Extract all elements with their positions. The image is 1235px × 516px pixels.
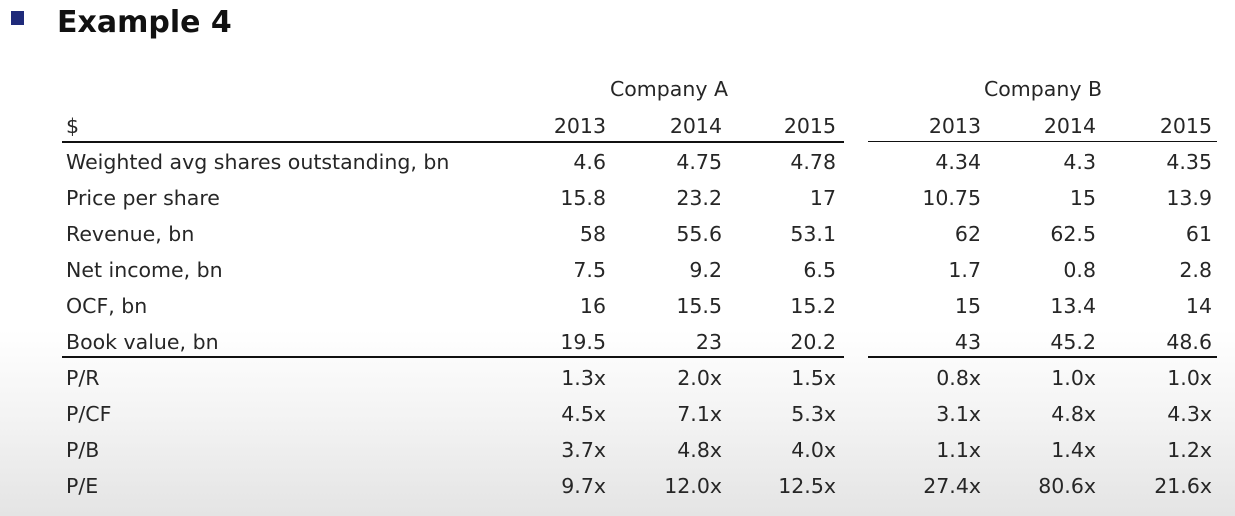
row-label: OCF, bn bbox=[66, 294, 148, 318]
currency-label: $ bbox=[66, 114, 80, 138]
table-cell: 48.6 bbox=[1166, 330, 1212, 354]
table-cell: 21.6x bbox=[1154, 474, 1212, 498]
year-header: 2014 bbox=[1043, 114, 1096, 138]
table-cell: 62.5 bbox=[1050, 222, 1096, 246]
table-cell: 1.5x bbox=[791, 366, 836, 390]
table-cell: 15 bbox=[1069, 186, 1096, 210]
table-cell: 0.8 bbox=[1063, 258, 1096, 282]
table-cell: 15.8 bbox=[560, 186, 606, 210]
table-cell: 1.7 bbox=[948, 258, 981, 282]
table-cell: 17 bbox=[809, 186, 836, 210]
header-rule-left bbox=[62, 141, 844, 143]
table-cell: 23 bbox=[695, 330, 722, 354]
table-cell: 23.2 bbox=[676, 186, 722, 210]
table-cell: 53.1 bbox=[790, 222, 836, 246]
row-label: Price per share bbox=[66, 186, 220, 210]
table-cell: 0.8x bbox=[936, 366, 981, 390]
table-cell: 27.4x bbox=[923, 474, 981, 498]
table-cell: 1.0x bbox=[1167, 366, 1212, 390]
row-label: P/B bbox=[66, 438, 100, 462]
table-cell: 45.2 bbox=[1050, 330, 1096, 354]
table-cell: 3.7x bbox=[561, 438, 606, 462]
year-header: 2015 bbox=[1159, 114, 1212, 138]
row-label: P/CF bbox=[66, 402, 112, 426]
group-header: Company B bbox=[983, 77, 1103, 101]
table-cell: 4.34 bbox=[935, 150, 981, 174]
table-cell: 4.0x bbox=[791, 438, 836, 462]
row-label: P/E bbox=[66, 474, 99, 498]
table-cell: 6.5 bbox=[803, 258, 836, 282]
table-cell: 12.5x bbox=[778, 474, 836, 498]
table-cell: 58 bbox=[579, 222, 606, 246]
table-cell: 3.1x bbox=[936, 402, 981, 426]
table-cell: 2.8 bbox=[1179, 258, 1212, 282]
table-cell: 4.8x bbox=[1051, 402, 1096, 426]
title-bullet bbox=[11, 11, 24, 25]
group-header: Company A bbox=[609, 77, 729, 101]
row-label: Net income, bn bbox=[66, 258, 223, 282]
table-cell: 80.6x bbox=[1038, 474, 1096, 498]
table-cell: 7.5 bbox=[573, 258, 606, 282]
table-cell: 4.75 bbox=[676, 150, 722, 174]
row-label: Weighted avg shares outstanding, bn bbox=[66, 150, 450, 174]
table-cell: 12.0x bbox=[664, 474, 722, 498]
table-cell: 1.3x bbox=[561, 366, 606, 390]
table-cell: 4.3x bbox=[1167, 402, 1212, 426]
table-cell: 4.8x bbox=[677, 438, 722, 462]
table-cell: 55.6 bbox=[676, 222, 722, 246]
table-cell: 61 bbox=[1185, 222, 1212, 246]
table-cell: 4.5x bbox=[561, 402, 606, 426]
table-cell: 43 bbox=[954, 330, 981, 354]
table-cell: 1.1x bbox=[936, 438, 981, 462]
table-cell: 19.5 bbox=[560, 330, 606, 354]
table-cell: 20.2 bbox=[790, 330, 836, 354]
ratio-rule-left bbox=[62, 356, 844, 358]
header-rule-right bbox=[868, 141, 1217, 142]
row-label: Book value, bn bbox=[66, 330, 219, 354]
table-cell: 7.1x bbox=[677, 402, 722, 426]
year-header: 2014 bbox=[669, 114, 722, 138]
table-cell: 4.78 bbox=[790, 150, 836, 174]
table-cell: 4.3 bbox=[1063, 150, 1096, 174]
table-cell: 4.35 bbox=[1166, 150, 1212, 174]
row-label: Revenue, bn bbox=[66, 222, 195, 246]
table-cell: 9.2 bbox=[689, 258, 722, 282]
table-cell: 4.6 bbox=[573, 150, 606, 174]
table-cell: 62 bbox=[954, 222, 981, 246]
table-cell: 13.9 bbox=[1166, 186, 1212, 210]
table-cell: 1.2x bbox=[1167, 438, 1212, 462]
table-cell: 13.4 bbox=[1050, 294, 1096, 318]
page-title: Example 4 bbox=[57, 5, 232, 40]
table-cell: 16 bbox=[579, 294, 606, 318]
table-cell: 15.5 bbox=[676, 294, 722, 318]
table-cell: 14 bbox=[1185, 294, 1212, 318]
ratio-rule-right bbox=[868, 356, 1217, 358]
table-cell: 10.75 bbox=[922, 186, 981, 210]
year-header: 2013 bbox=[928, 114, 981, 138]
table-cell: 1.4x bbox=[1051, 438, 1096, 462]
table-cell: 5.3x bbox=[791, 402, 836, 426]
year-header: 2013 bbox=[553, 114, 606, 138]
row-label: P/R bbox=[66, 366, 100, 390]
table-cell: 15 bbox=[954, 294, 981, 318]
table-cell: 1.0x bbox=[1051, 366, 1096, 390]
table-cell: 9.7x bbox=[561, 474, 606, 498]
year-header: 2015 bbox=[783, 114, 836, 138]
table-cell: 2.0x bbox=[677, 366, 722, 390]
table-cell: 15.2 bbox=[790, 294, 836, 318]
